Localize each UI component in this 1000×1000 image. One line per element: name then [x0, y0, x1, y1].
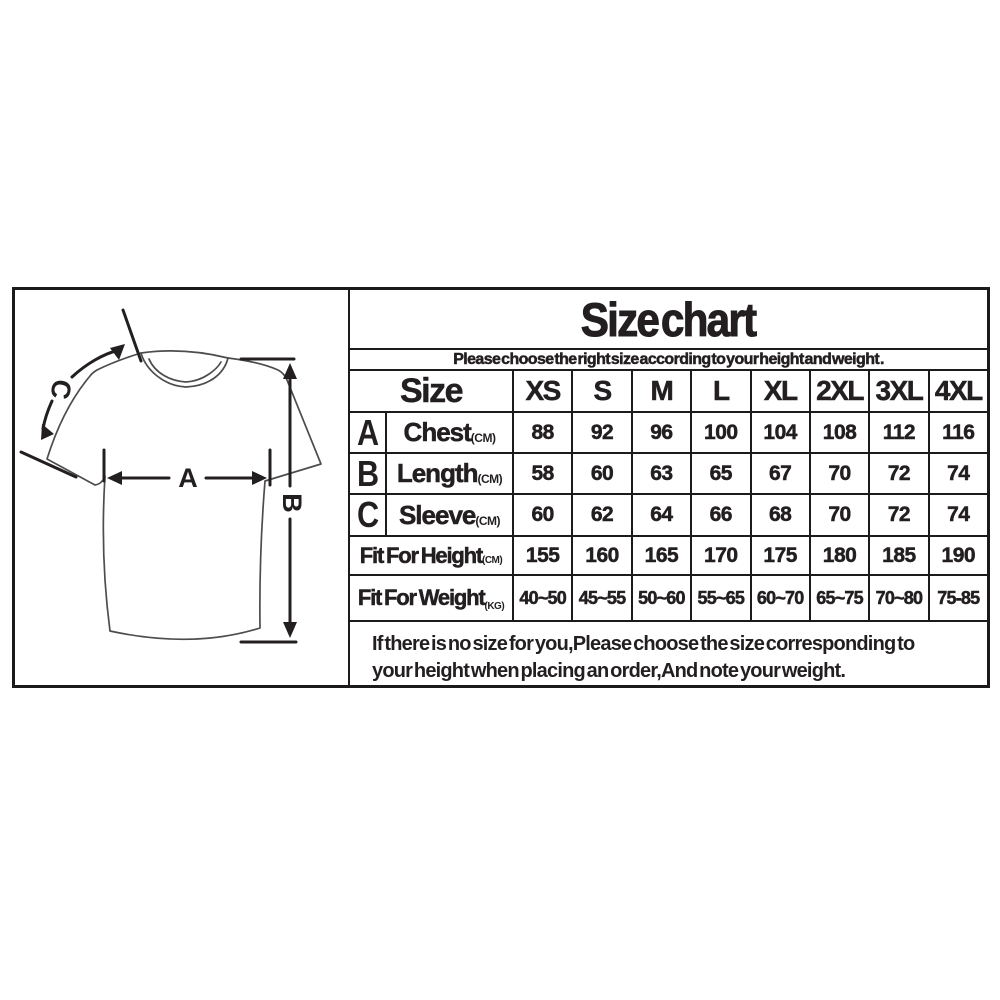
length-value: 67 — [749, 452, 809, 493]
c-arrowhead-bottom — [41, 424, 54, 440]
length-value: 74 — [927, 452, 987, 493]
tshirt-body — [46, 350, 322, 641]
chest-value: 100 — [690, 411, 750, 452]
diagram-labels: A B C — [44, 377, 306, 513]
sleeve-value: 72 — [868, 493, 928, 535]
sleeve-value: 62 — [571, 493, 631, 535]
row-label-length: Length (CM) — [385, 452, 512, 493]
size-chart-frame: A B C Size chart Please choose the right… — [12, 287, 990, 688]
sleeve-value: 74 — [927, 493, 987, 535]
c-arrowhead-top — [110, 344, 125, 360]
header-col-2xl: 2XL — [808, 371, 868, 411]
b-arrowhead-top — [283, 363, 297, 379]
fit-weight-value: 55~65 — [690, 574, 750, 620]
row-label-chest: Chest (CM) — [385, 411, 512, 452]
header-col-xl: XL — [749, 371, 809, 411]
fit-height-value: 190 — [927, 535, 987, 574]
footer-note: If there is no size for you,Please choos… — [350, 620, 987, 685]
chest-value: 88 — [512, 411, 572, 452]
fit-height-value: 170 — [690, 535, 750, 574]
chest-value: 116 — [927, 411, 987, 452]
header-size: Size — [399, 371, 464, 410]
diagram-label-a: A — [178, 463, 198, 493]
arrowheads — [41, 344, 297, 638]
c-slash-bottom — [19, 450, 78, 479]
subtitle-row: Please choose the right size according t… — [350, 350, 987, 371]
fit-weight-value: 70~80 — [868, 574, 928, 620]
chest-value: 112 — [868, 411, 928, 452]
header-col-s: S — [571, 371, 630, 411]
chest-value: 104 — [749, 411, 809, 452]
tshirt-collar-inner — [148, 358, 222, 383]
length-value: 60 — [571, 452, 631, 493]
length-value: 63 — [630, 452, 691, 493]
tshirt-collar-outer — [140, 352, 229, 388]
fit-height-value: 160 — [571, 535, 631, 574]
sleeve-value: 68 — [749, 493, 809, 535]
fit-height-value: 155 — [512, 535, 572, 574]
tshirt-diagram-panel: A B C — [15, 290, 348, 685]
header-col-4xl: 4XL — [927, 371, 987, 411]
c-slash-top — [121, 308, 143, 363]
row-letter-a: A — [350, 411, 385, 452]
page-title: Size chart — [581, 292, 758, 346]
size-table-panel: Size chart Please choose the right size … — [348, 290, 987, 685]
row-label-sleeve: Sleeve (CM) — [385, 493, 512, 535]
fit-weight-value: 65~75 — [808, 574, 869, 620]
size-grid: Size XS S M L XL 2XL 3XL 4XL A Chest (CM)… — [350, 371, 987, 620]
length-value: 70 — [808, 452, 869, 493]
header-col-3xl: 3XL — [868, 371, 927, 411]
length-value: 58 — [512, 452, 572, 493]
diagram-label-b: B — [277, 493, 307, 513]
footer-note-line1: If there is no size for you,Please choos… — [372, 633, 915, 655]
tshirt-measurement-diagram: A B C — [19, 308, 322, 644]
header-col-l: L — [690, 371, 749, 411]
fit-height-value: 165 — [630, 535, 691, 574]
row-letter-b: B — [350, 452, 385, 493]
chest-value: 92 — [571, 411, 631, 452]
header-col-m: M — [630, 371, 690, 411]
fit-weight-label: Fit For Weight (KG) — [350, 574, 512, 620]
b-arrowhead-bottom — [283, 622, 297, 638]
sleeve-value: 66 — [690, 493, 750, 535]
sleeve-value: 60 — [512, 493, 572, 535]
fit-height-value: 175 — [749, 535, 809, 574]
measurement-marks — [19, 308, 298, 644]
chest-value: 96 — [630, 411, 691, 452]
fit-weight-value: 45~55 — [571, 574, 631, 620]
tshirt-outline — [46, 350, 322, 641]
fit-height-value: 180 — [808, 535, 869, 574]
c-curve-lower — [41, 399, 54, 431]
fit-weight-value: 50~60 — [630, 574, 691, 620]
fit-weight-value: 75-85 — [927, 574, 987, 620]
sleeve-value: 64 — [630, 493, 691, 535]
chest-value: 108 — [808, 411, 869, 452]
length-value: 65 — [690, 452, 750, 493]
sleeve-value: 70 — [808, 493, 869, 535]
footer-note-line2: your height when placing an order,And no… — [372, 660, 846, 682]
subtitle: Please choose the right size according t… — [453, 350, 885, 368]
fit-weight-value: 60~70 — [749, 574, 809, 620]
header-col-xs: XS — [512, 371, 571, 411]
fit-weight-value: 40~50 — [512, 574, 572, 620]
row-letter-c: C — [350, 493, 385, 535]
fit-height-value: 185 — [868, 535, 928, 574]
fit-height-label: Fit For Height (CM) — [350, 535, 512, 574]
title-row: Size chart — [350, 290, 987, 350]
a-arrowhead-right — [252, 471, 267, 485]
diagram-label-c: C — [44, 377, 77, 401]
length-value: 72 — [868, 452, 928, 493]
a-arrowhead-left — [107, 471, 122, 485]
